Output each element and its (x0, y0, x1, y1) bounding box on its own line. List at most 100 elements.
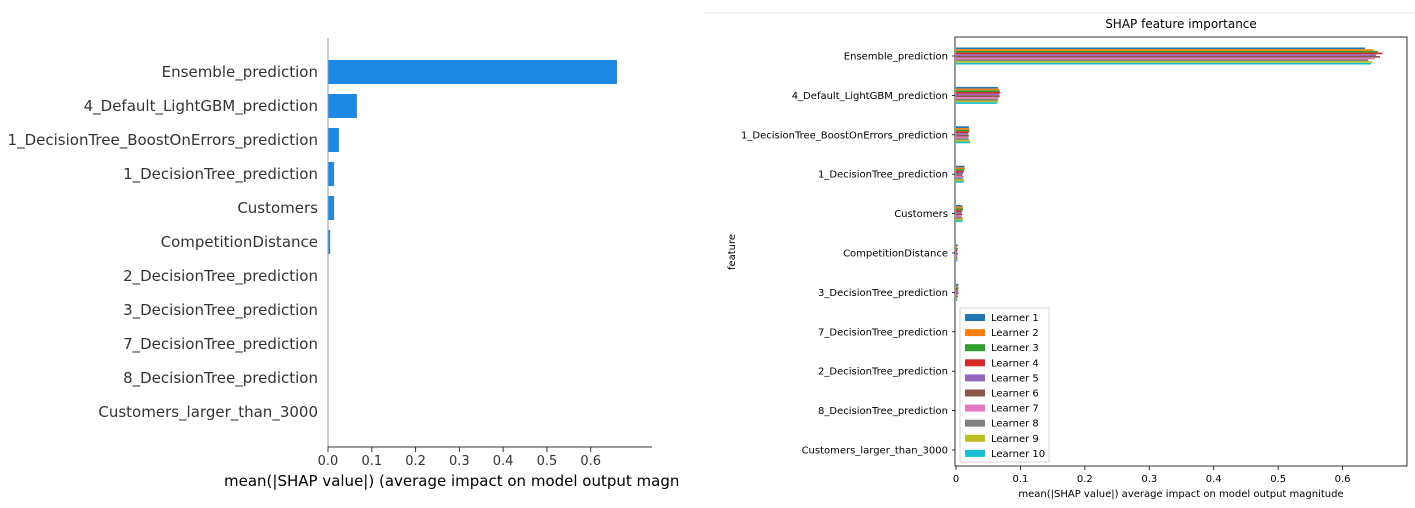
left-bar (328, 60, 617, 84)
right-bar (956, 88, 1000, 91)
right-bar (956, 100, 999, 103)
right-bar (956, 220, 963, 223)
right-bar (956, 129, 970, 132)
right-bar (956, 244, 958, 247)
left-bar (328, 162, 335, 186)
right-bar (956, 181, 964, 183)
right-bar (956, 86, 998, 89)
right-bar (956, 295, 958, 298)
right-bar (956, 170, 964, 173)
right-feature-label: 2_DecisionTree_prediction (818, 367, 948, 378)
legend-entry-label: Learner 8 (991, 419, 1039, 430)
legend-entry-label: Learner 5 (991, 373, 1039, 384)
left-x-tick-label: 0.4 (493, 454, 514, 469)
left-bar (328, 230, 331, 254)
right-bar (956, 134, 969, 137)
right-x-ticks: 0 0.1 0.2 0.3 0.4 0.5 0.6 (953, 466, 1351, 485)
right-bar (956, 210, 963, 212)
right-bar (956, 102, 998, 104)
right-bar (956, 254, 958, 257)
right-chart-title: SHAP feature importance (1105, 17, 1257, 31)
legend-entry-label: Learner 6 (991, 389, 1039, 400)
right-bar (956, 175, 964, 178)
right-bar (956, 95, 1000, 98)
right-bar (956, 128, 970, 130)
right-bar (956, 50, 1379, 53)
right-bar (956, 174, 963, 176)
left-x-tick-label: 0.1 (361, 454, 382, 469)
right-bar (956, 62, 1371, 65)
right-feature-label: Customers (894, 209, 948, 220)
legend-swatch (965, 359, 985, 367)
legend-swatch (965, 404, 985, 412)
legend-swatch (965, 449, 985, 457)
left-bars (328, 60, 617, 254)
right-bar (956, 259, 958, 262)
right-bar (956, 57, 1375, 60)
right-bar (956, 59, 1369, 62)
legend-entry-label: Learner 10 (991, 449, 1045, 460)
right-bar (956, 285, 958, 288)
right-bar (956, 218, 964, 221)
right-bar (956, 246, 958, 248)
right-bar (956, 131, 969, 134)
legend-swatch (965, 434, 985, 442)
left-bar (328, 94, 357, 118)
left-feature-label: 3_DecisionTree_prediction (123, 301, 318, 320)
legend-swatch (965, 314, 985, 321)
right-bar (956, 133, 969, 135)
right-x-tick-label: 0.6 (1335, 474, 1351, 485)
right-bar (956, 93, 1000, 96)
right-bar (956, 138, 969, 140)
right-feature-label: 4_Default_LightGBM_prediction (792, 91, 948, 102)
legend-swatch (965, 419, 985, 427)
left-feature-label: Customers_larger_than_3000 (98, 403, 318, 422)
right-bar (956, 165, 965, 168)
right-bar (956, 297, 958, 300)
left-feature-label: CompetitionDistance (161, 233, 318, 251)
right-bar (956, 98, 998, 101)
left-feature-label: 1_DecisionTree_prediction (123, 165, 318, 184)
right-bar (956, 211, 962, 214)
right-bar (956, 253, 958, 255)
right-bar (956, 299, 958, 301)
right-bar (956, 287, 959, 289)
left-feature-label: Customers (237, 199, 318, 217)
left-feature-labels: Ensemble_prediction 4_Default_LightGBM_pr… (8, 63, 319, 422)
right-feature-label: Ensemble_prediction (844, 52, 948, 63)
right-bar (956, 92, 1001, 94)
left-feature-label: 4_Default_LightGBM_prediction (84, 97, 318, 116)
legend-entry-label: Learner 9 (991, 434, 1039, 445)
legend-entry-label: Learner 7 (991, 404, 1039, 415)
left-feature-label: 7_DecisionTree_prediction (123, 335, 318, 354)
right-bar (956, 169, 965, 171)
legend-swatch (965, 344, 985, 352)
right-x-tick-label: 0.2 (1077, 474, 1093, 485)
legend-entry-label: Learner 2 (991, 328, 1039, 339)
right-x-tick-label: 0.4 (1206, 474, 1222, 485)
left-x-tick-label: 0.5 (537, 454, 558, 469)
left-x-tick-label: 0.0 (318, 454, 339, 469)
right-bar (956, 49, 1374, 51)
right-bar (956, 172, 964, 175)
left-x-axis-label: mean(|SHAP value|) (average impact on mo… (224, 472, 680, 490)
right-bar (956, 215, 962, 217)
left-bar (328, 196, 335, 220)
right-bar (956, 289, 958, 291)
right-bar (956, 249, 958, 252)
right-bar (956, 167, 966, 170)
left-shap-bar-chart: Ensemble_prediction 4_Default_LightGBM_pr… (8, 38, 680, 490)
right-bar (956, 283, 959, 286)
right-x-tick-label: 0.5 (1270, 474, 1286, 485)
right-bar (956, 290, 958, 293)
right-feature-label: 3_DecisionTree_prediction (818, 288, 948, 299)
right-y-axis-label: feature (727, 234, 738, 270)
right-bar (956, 258, 958, 260)
right-bar (956, 139, 970, 142)
right-x-tick-label: 0 (953, 474, 959, 485)
right-bar (956, 54, 1377, 56)
right-feature-label: 1_DecisionTree_prediction (818, 170, 948, 181)
left-feature-label: 1_DecisionTree_BoostOnErrors_prediction (8, 131, 318, 150)
legend-swatch (965, 389, 985, 397)
right-bar (956, 213, 963, 216)
